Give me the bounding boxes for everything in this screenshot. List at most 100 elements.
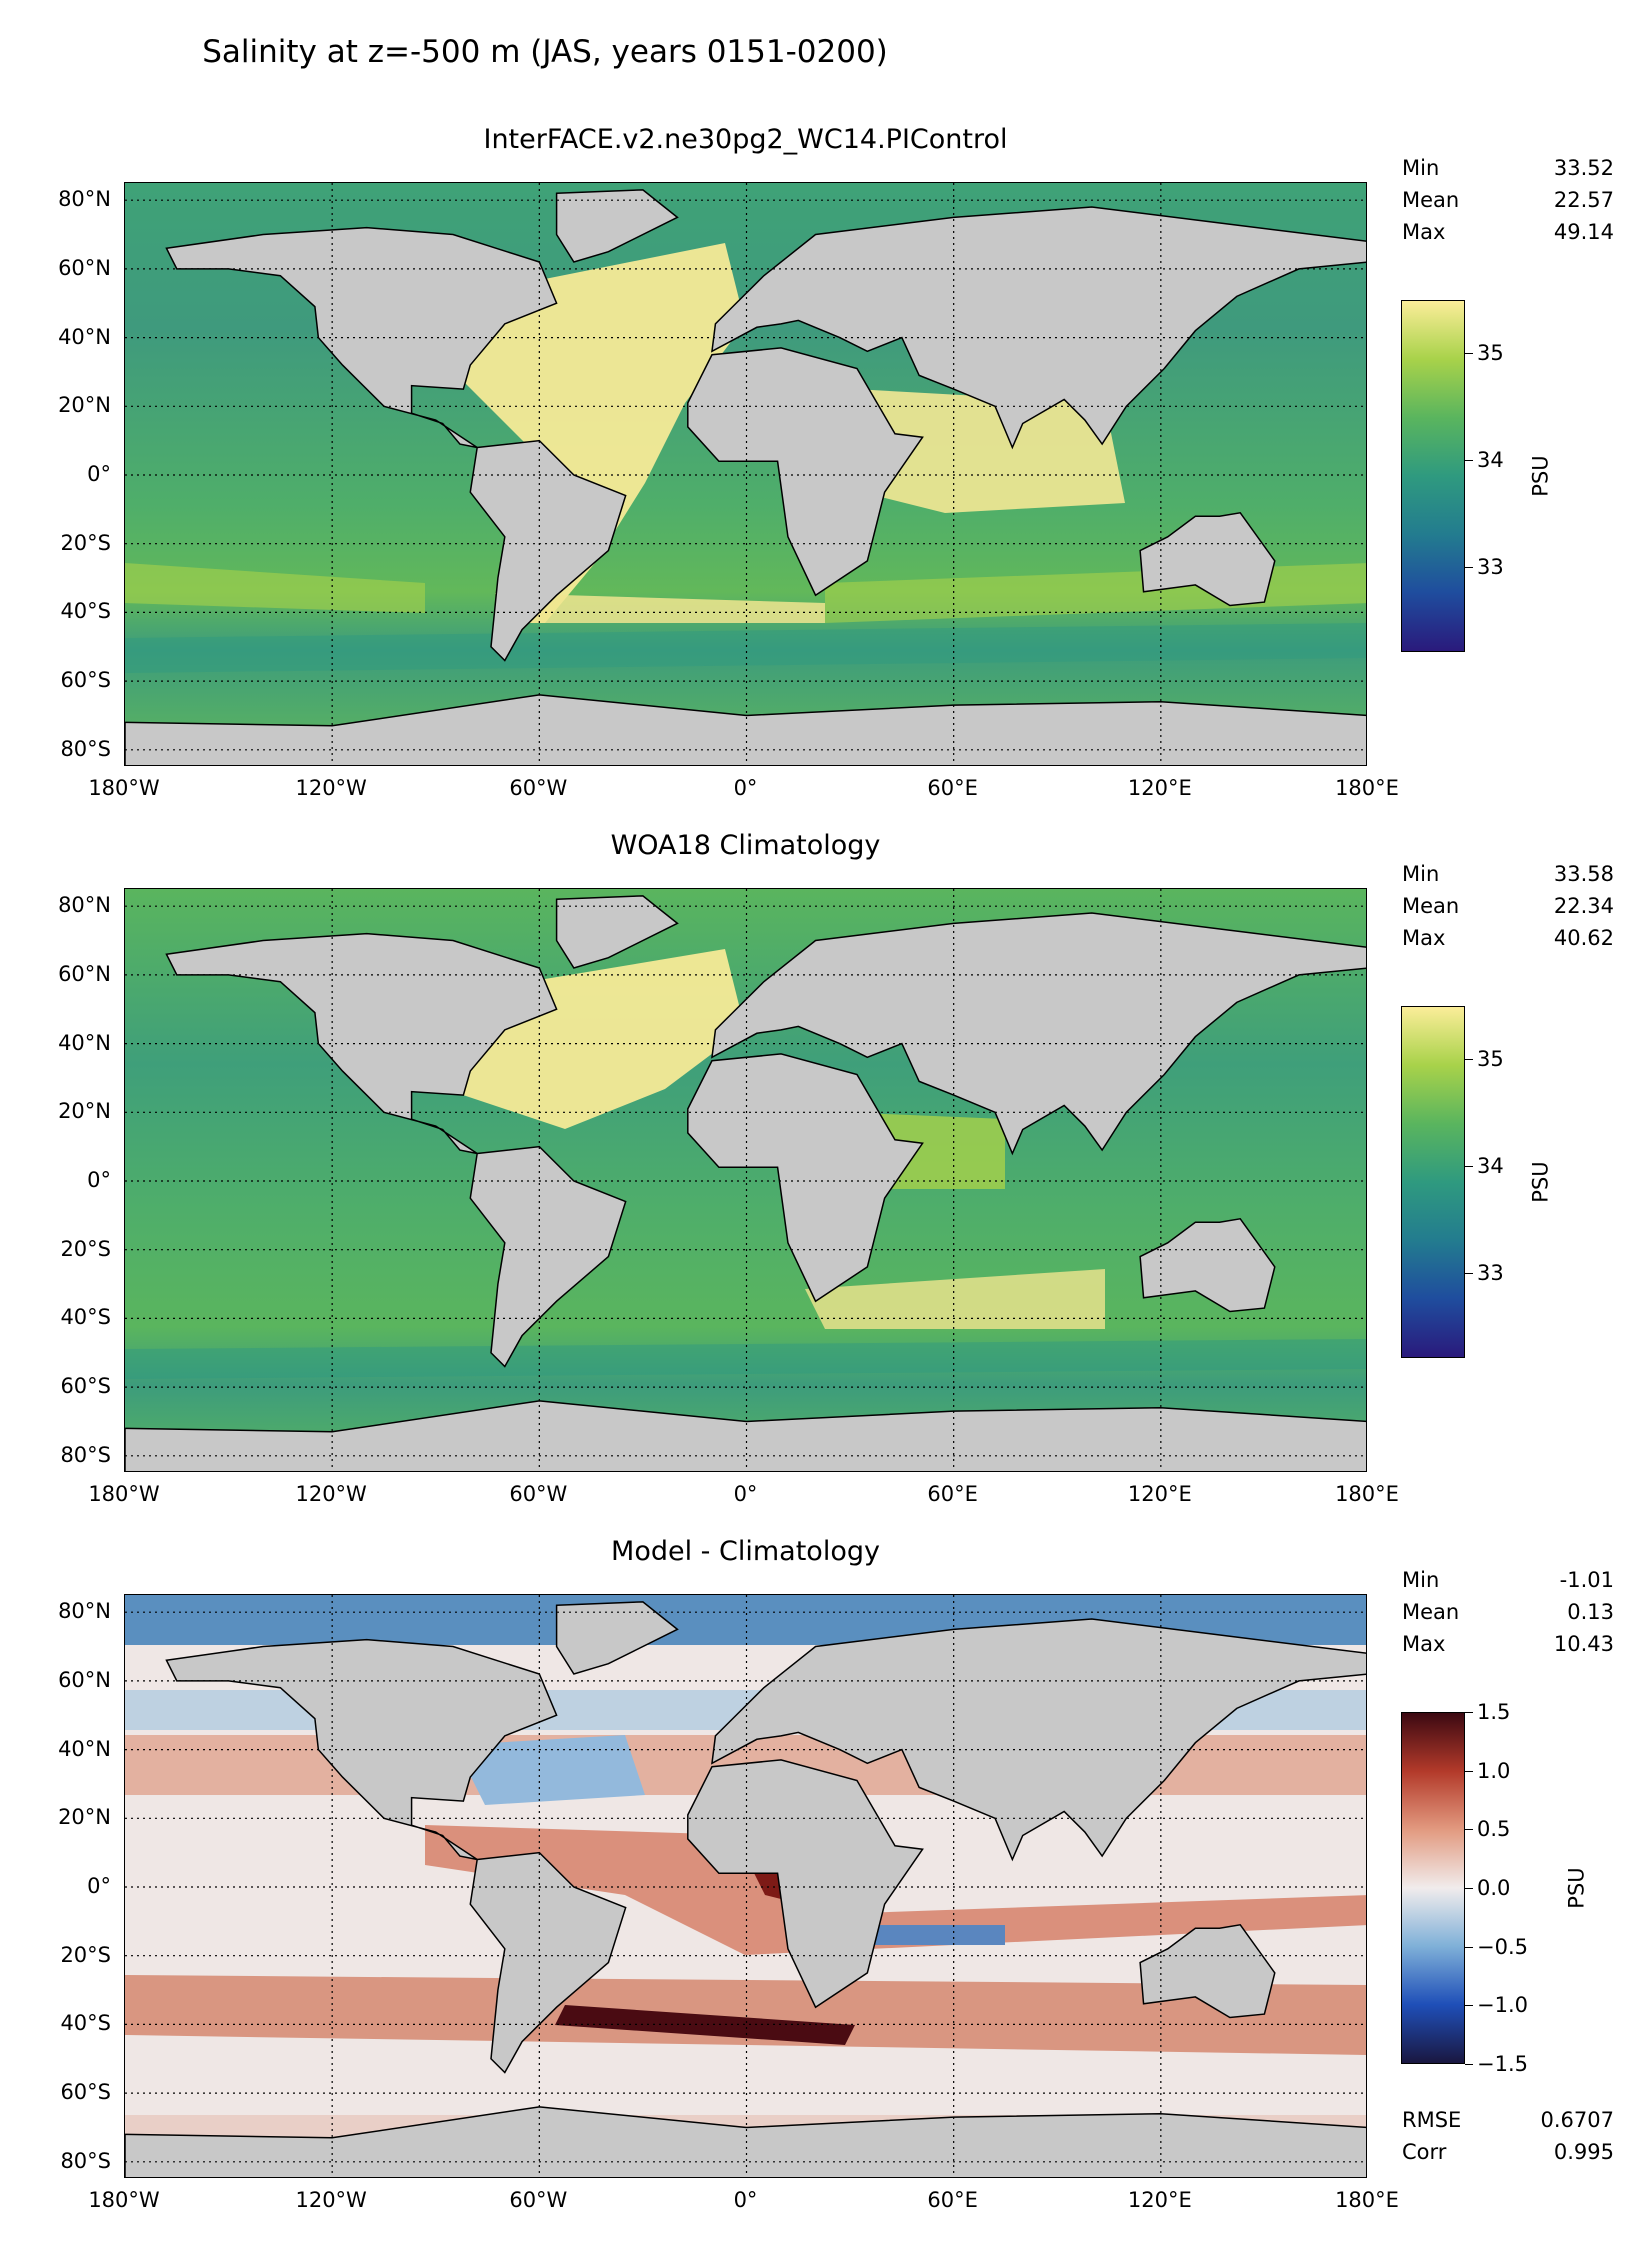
latitude-label: 20°N — [58, 393, 111, 418]
colorbar-tick-label: 0.0 — [1477, 1876, 1511, 1900]
latitude-label: 60°S — [60, 2080, 111, 2105]
colorbar-tick-mark — [1465, 1712, 1473, 1713]
longitude-label: 60°W — [509, 2188, 568, 2212]
colorbar-tick-mark — [1465, 1059, 1473, 1061]
latitude-label: 40°S — [60, 2011, 111, 2036]
colorbar-unit-label: PSU — [1528, 455, 1553, 497]
longitude-label: 60°W — [509, 1482, 568, 1506]
longitude-label: 60°E — [927, 776, 978, 800]
land-mass — [1139, 1923, 1276, 2019]
stat-label: Max — [1402, 1632, 1446, 1656]
latitude-label: 40°N — [58, 1030, 111, 1055]
latitude-label: 80°N — [58, 187, 111, 212]
latitude-label: 0° — [87, 462, 111, 486]
land-mass — [687, 1759, 924, 2009]
longitude-label: 180°W — [88, 1482, 160, 1506]
stat-label: Min — [1402, 862, 1440, 886]
stat-label: Mean — [1402, 894, 1460, 918]
panel-3-title: Model - Climatology — [611, 1536, 880, 1567]
colorbar-tick-label: 0.5 — [1477, 1817, 1511, 1842]
latitude-label: 80°S — [60, 736, 111, 761]
latitude-label: 0° — [87, 1874, 111, 1898]
longitude-label: 180°E — [1335, 1482, 1399, 1506]
longitude-label: 60°W — [509, 776, 568, 800]
land-mass — [469, 1145, 627, 1368]
colorbar-tick-label: 34 — [1477, 448, 1504, 472]
stat-label: Corr — [1402, 2140, 1447, 2164]
panel-3-error-stats: RMSE 0.6707 Corr 0.995 — [1402, 2104, 1614, 2168]
colorbar-tick-mark — [1465, 1888, 1473, 1889]
latitude-label: 40°N — [58, 324, 111, 349]
stat-label: Max — [1402, 220, 1446, 244]
land-mass — [555, 189, 679, 263]
stat-value: 40.62 — [1553, 926, 1614, 950]
land-mass — [125, 694, 1366, 765]
colorbar-tick-label: 1.0 — [1477, 1758, 1511, 1783]
stat-label: Mean — [1402, 1600, 1460, 1624]
longitude-label: 120°W — [295, 1482, 367, 1506]
stat-label: Min — [1402, 1568, 1440, 1592]
latitude-label: 80°S — [60, 1442, 111, 1467]
land-mass — [711, 206, 1366, 450]
stat-value: 33.52 — [1553, 156, 1614, 180]
latitude-label: 40°S — [60, 599, 111, 624]
colorbar-tick-label: 33 — [1477, 1260, 1504, 1285]
stat-value: 0.6707 — [1540, 2108, 1614, 2132]
panel-2-map — [124, 888, 1367, 1472]
stat-value: 33.58 — [1553, 862, 1614, 886]
stat-value: 10.43 — [1553, 1632, 1614, 1656]
longitude-label: 60°E — [927, 1482, 978, 1506]
stat-label: Mean — [1402, 188, 1460, 212]
colorbar-tick-mark — [1465, 460, 1473, 461]
colorbar-tick-label: −1.5 — [1477, 2052, 1528, 2076]
panel-1-stats: Min 33.52 Mean 22.57 Max 49.14 — [1402, 152, 1614, 248]
longitude-label: 180°E — [1335, 2188, 1399, 2212]
latitude-label: 60°S — [60, 1374, 111, 1399]
latitude-label: 80°N — [58, 893, 111, 918]
land-mass — [1139, 511, 1276, 607]
latitude-label: 60°N — [58, 255, 111, 280]
longitude-label: 120°E — [1127, 2188, 1192, 2212]
land-mass — [687, 347, 924, 597]
latitude-label: 20°N — [58, 1805, 111, 1830]
latitude-label: 20°S — [60, 1236, 111, 1261]
latitude-label: 60°S — [60, 668, 111, 693]
colorbar-tick-label: −1.0 — [1477, 1993, 1528, 2018]
stat-value: 0.995 — [1553, 2140, 1614, 2164]
colorbar-tick-mark — [1465, 2005, 1473, 2007]
land-mass — [165, 1638, 558, 1861]
panel-1-colorbar — [1401, 300, 1465, 652]
stat-value: 22.34 — [1553, 894, 1614, 918]
latitude-label: 0° — [87, 1168, 111, 1192]
panel-1-title: InterFACE.v2.ne30pg2_WC14.PIControl — [483, 124, 1008, 155]
land-mass — [469, 1851, 627, 2074]
land-mass — [555, 895, 679, 969]
panel-3-colorbar — [1401, 1712, 1465, 2064]
figure-title: Salinity at z=-500 m (JAS, years 0151-02… — [202, 34, 888, 70]
stat-value: -1.01 — [1559, 1568, 1614, 1592]
panel-3-map — [124, 1594, 1367, 2178]
land-mass — [469, 439, 627, 662]
stat-value: 22.57 — [1553, 188, 1614, 212]
latitude-label: 20°S — [60, 1942, 111, 1967]
latitude-label: 40°N — [58, 1736, 111, 1761]
colorbar-tick-mark — [1465, 1166, 1473, 1167]
latitude-label: 80°S — [60, 2148, 111, 2173]
land-mass — [711, 912, 1366, 1156]
colorbar-tick-mark — [1465, 1272, 1473, 1274]
longitude-label: 180°E — [1335, 776, 1399, 800]
longitude-label: 180°W — [88, 776, 160, 800]
colorbar-tick-mark — [1465, 2064, 1473, 2065]
panel-3-stats: Min -1.01 Mean 0.13 Max 10.43 — [1402, 1564, 1614, 1660]
latitude-label: 40°S — [60, 1305, 111, 1330]
panel-1-map — [124, 182, 1367, 766]
panel-2-title: WOA18 Climatology — [610, 830, 881, 861]
colorbar-tick-label: 35 — [1477, 1047, 1504, 1072]
colorbar-tick-mark — [1465, 1770, 1473, 1772]
colorbar-tick-label: 1.5 — [1477, 1700, 1511, 1724]
colorbar-tick-mark — [1465, 566, 1473, 568]
latitude-label: 60°N — [58, 1667, 111, 1692]
longitude-label: 120°W — [295, 2188, 367, 2212]
stat-value: 49.14 — [1553, 220, 1614, 244]
land-mass — [555, 1601, 679, 1675]
